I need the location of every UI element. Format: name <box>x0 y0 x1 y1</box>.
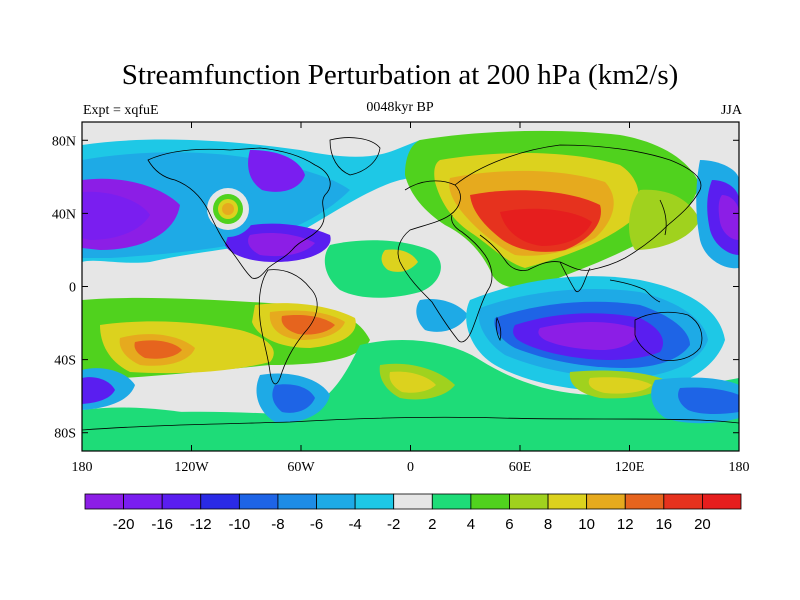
x-tick-label: 180 <box>72 460 93 475</box>
north-blue-core-2 <box>82 191 150 240</box>
colorbar-label: -6 <box>310 516 323 533</box>
x-tick-label: 120E <box>615 460 645 475</box>
axis-ticks: 180 120W 60W 0 60E 120E 180 80N 40N 0 40S 80S <box>52 122 750 475</box>
x-tick-label: 60E <box>509 460 532 475</box>
colorbar: -20 -16 -12 -10 -8 -6 -4 -2 2 4 6 8 10 12 16 20 <box>84 493 742 533</box>
north-america-low-core <box>248 232 315 257</box>
colorbar-label: 10 <box>578 516 595 533</box>
colorbar-label: 12 <box>617 516 634 533</box>
y-tick-label: 80N <box>52 134 76 149</box>
colorbar-swatch <box>586 493 626 510</box>
colorbar-swatch <box>509 493 549 510</box>
colorbar-label: -4 <box>348 516 361 533</box>
colorbar-swatch <box>624 493 665 510</box>
colorbar-swatch <box>393 493 433 510</box>
colorbar-label: 20 <box>694 516 711 533</box>
colorbar-label: -12 <box>190 516 212 533</box>
atlantic-green-band <box>324 240 441 298</box>
colorbar-swatch <box>547 493 588 510</box>
time-label: 0048kyr BP <box>366 100 434 115</box>
colorbar-label: -2 <box>387 516 400 533</box>
colorbar-label: -16 <box>151 516 173 533</box>
colorbar-label: 4 <box>467 516 475 533</box>
colorbar-swatch <box>470 493 510 510</box>
colorbar-label: -10 <box>229 516 251 533</box>
x-tick-label: 0 <box>407 460 414 475</box>
colorbar-label: -20 <box>113 516 135 533</box>
x-tick-label: 60W <box>287 460 315 475</box>
colorbar-label: 2 <box>428 516 436 533</box>
colorbar-label: 6 <box>505 516 513 533</box>
y-tick-label: 40N <box>52 207 76 222</box>
colorbar-swatch <box>200 493 240 510</box>
chart-title: Streamfunction Perturbation at 200 hPa (… <box>121 59 679 91</box>
asian-high-core <box>500 208 592 246</box>
experiment-label: Expt = xqfuE <box>83 103 159 118</box>
colorbar-swatch <box>354 493 395 510</box>
x-tick-label: 180 <box>729 460 750 475</box>
arctic-low <box>248 150 305 192</box>
colorbar-swatch <box>238 493 279 510</box>
y-tick-label: 0 <box>69 281 76 296</box>
y-tick-label: 80S <box>54 427 76 442</box>
y-tick-label: 40S <box>54 354 76 369</box>
season-label: JJA <box>720 103 742 118</box>
coastlines <box>82 137 739 431</box>
colorbar-label: 16 <box>655 516 672 533</box>
colorbar-label: -8 <box>271 516 284 533</box>
colorbar-swatch <box>84 493 124 510</box>
field-layer <box>82 122 739 451</box>
colorbar-swatch <box>702 493 742 510</box>
colorbar-swatch <box>123 493 163 510</box>
colorbar-swatch <box>277 493 317 510</box>
colorbar-label: 8 <box>544 516 552 533</box>
colorbar-swatch <box>431 493 472 510</box>
colorbar-swatch <box>663 493 703 510</box>
colorbar-swatch <box>161 493 202 510</box>
colorbar-swatch <box>316 493 356 510</box>
x-tick-label: 120W <box>174 460 209 475</box>
